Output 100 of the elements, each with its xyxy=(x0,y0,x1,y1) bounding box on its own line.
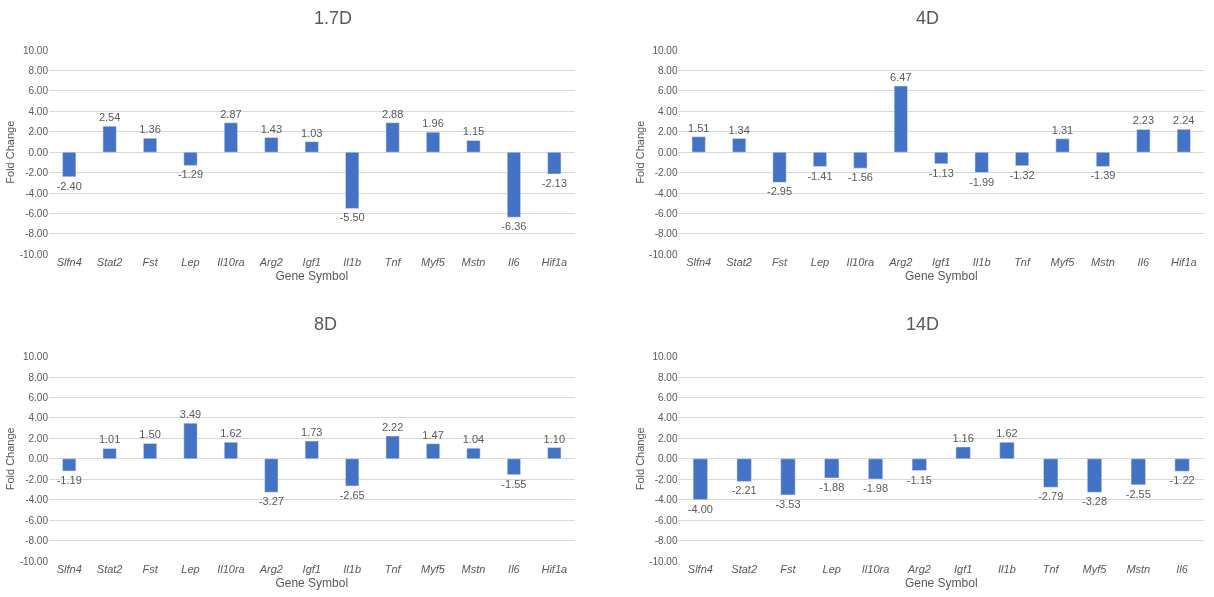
bar xyxy=(1136,129,1151,153)
data-label: -3.28 xyxy=(1081,495,1108,508)
data-label: 1.15 xyxy=(462,125,485,138)
bar xyxy=(893,85,908,153)
y-tick-label: 10.00 xyxy=(652,44,678,56)
y-tick-label: -8.00 xyxy=(654,228,678,240)
y-tick-label: 0.00 xyxy=(658,453,678,465)
data-label: 1.62 xyxy=(220,427,242,440)
y-tick-label: 8.00 xyxy=(658,64,678,76)
y-tick-label: 8.00 xyxy=(658,371,678,383)
data-label: -4.00 xyxy=(687,502,713,515)
bar xyxy=(780,458,796,496)
data-label: 2.22 xyxy=(381,421,404,434)
x-tick-label: Fst xyxy=(142,563,159,575)
data-label: 2.87 xyxy=(220,107,242,120)
data-label: 1.04 xyxy=(462,433,485,446)
data-label: 6.47 xyxy=(890,71,912,84)
data-label: -2.55 xyxy=(1125,487,1151,500)
bar xyxy=(102,448,117,460)
data-label: -1.55 xyxy=(501,477,527,490)
y-tick-label: -4.00 xyxy=(25,187,49,199)
x-tick-label: Lep xyxy=(810,256,830,269)
data-label: -5.50 xyxy=(339,211,365,224)
y-tick-label: -4.00 xyxy=(25,494,49,506)
bar xyxy=(506,458,521,475)
bar xyxy=(813,151,827,167)
y-tick-label: -4.00 xyxy=(654,494,678,506)
x-tick-label: Stat2 xyxy=(96,563,123,575)
data-label: -6.36 xyxy=(501,220,527,233)
data-label: 1.51 xyxy=(687,121,710,134)
x-tick-label: Lep xyxy=(181,256,200,269)
y-tick-label: -10.00 xyxy=(19,248,49,260)
x-tick-label: Slfn4 xyxy=(687,563,713,575)
y-tick-label: 8.00 xyxy=(28,371,49,383)
y-tick-label: -2.00 xyxy=(25,473,49,485)
x-tick-label: Il6 xyxy=(1176,563,1189,575)
y-tick-label: 6.00 xyxy=(28,85,49,97)
y-tick-label: -6.00 xyxy=(654,208,678,220)
bar xyxy=(934,151,949,164)
bar xyxy=(506,151,521,218)
data-label: 2.54 xyxy=(98,111,121,124)
data-label: 1.01 xyxy=(98,433,121,446)
data-label: 1.31 xyxy=(1051,123,1074,136)
x-tick-label: Il6 xyxy=(508,256,521,269)
x-axis-title: Gene Symbol xyxy=(275,269,349,284)
bar xyxy=(466,447,481,460)
y-tick-label: -8.00 xyxy=(25,228,49,240)
y-axis-title: Fold Change xyxy=(633,120,646,184)
data-label: -1.88 xyxy=(819,481,845,494)
x-tick-label: Myf5 xyxy=(421,563,446,575)
y-tick-label: 6.00 xyxy=(658,391,678,403)
x-tick-label: Il1b xyxy=(998,563,1016,575)
bar xyxy=(868,458,884,480)
bar xyxy=(1087,458,1102,493)
y-tick-label: 10.00 xyxy=(652,351,678,363)
x-tick-label: Mstn xyxy=(1126,563,1151,575)
data-label: -1.32 xyxy=(1009,168,1035,181)
y-tick-label: -10.00 xyxy=(19,555,49,567)
y-tick-label: 2.00 xyxy=(658,432,678,444)
y-tick-label: -8.00 xyxy=(654,535,678,547)
x-tick-label: Hif1a xyxy=(541,563,568,575)
y-tick-label: 0.00 xyxy=(28,453,49,465)
data-label: 2.23 xyxy=(1132,114,1155,127)
y-tick-label: -6.00 xyxy=(25,514,49,526)
bar xyxy=(955,446,971,460)
x-tick-label: Mstn xyxy=(461,256,486,269)
x-tick-label: Slfn4 xyxy=(56,563,82,575)
bar xyxy=(264,458,279,493)
data-label: -2.40 xyxy=(56,179,82,192)
y-tick-label: -4.00 xyxy=(654,187,678,199)
x-tick-label: Arg2 xyxy=(906,563,931,575)
x-tick-label: Myf5 xyxy=(421,256,446,269)
x-tick-label: Igf1 xyxy=(932,256,951,269)
y-tick-label: 0.00 xyxy=(658,146,678,158)
bar xyxy=(1096,151,1110,167)
x-tick-label: Hif1a xyxy=(541,256,568,269)
data-label: -1.22 xyxy=(1169,474,1195,487)
x-tick-label: Myf5 xyxy=(1082,563,1108,575)
data-label: -1.98 xyxy=(863,482,889,495)
y-tick-label: 2.00 xyxy=(28,432,49,444)
chart-title: 1.7D xyxy=(314,8,353,28)
x-tick-label: Igf1 xyxy=(302,256,321,269)
x-tick-label: Arg2 xyxy=(258,563,283,575)
data-label: 1.36 xyxy=(139,123,161,136)
x-axis-title: Gene Symbol xyxy=(904,575,978,590)
data-label: -1.39 xyxy=(1090,169,1116,182)
x-tick-label: Il10ra xyxy=(861,563,890,575)
data-label: 1.10 xyxy=(543,432,566,445)
y-tick-label: -8.00 xyxy=(25,535,49,547)
bar xyxy=(1130,458,1146,486)
data-label: 1.62 xyxy=(996,427,1018,440)
x-tick-label: Tnf xyxy=(384,256,402,269)
x-tick-label: Stat2 xyxy=(731,563,758,575)
data-label: -3.53 xyxy=(775,497,801,510)
bar xyxy=(345,151,360,209)
bar xyxy=(223,441,238,460)
chart-title: 14D xyxy=(906,314,940,334)
bar xyxy=(345,458,360,487)
x-tick-label: Igf1 xyxy=(953,563,973,575)
x-tick-label: Stat2 xyxy=(726,256,752,269)
